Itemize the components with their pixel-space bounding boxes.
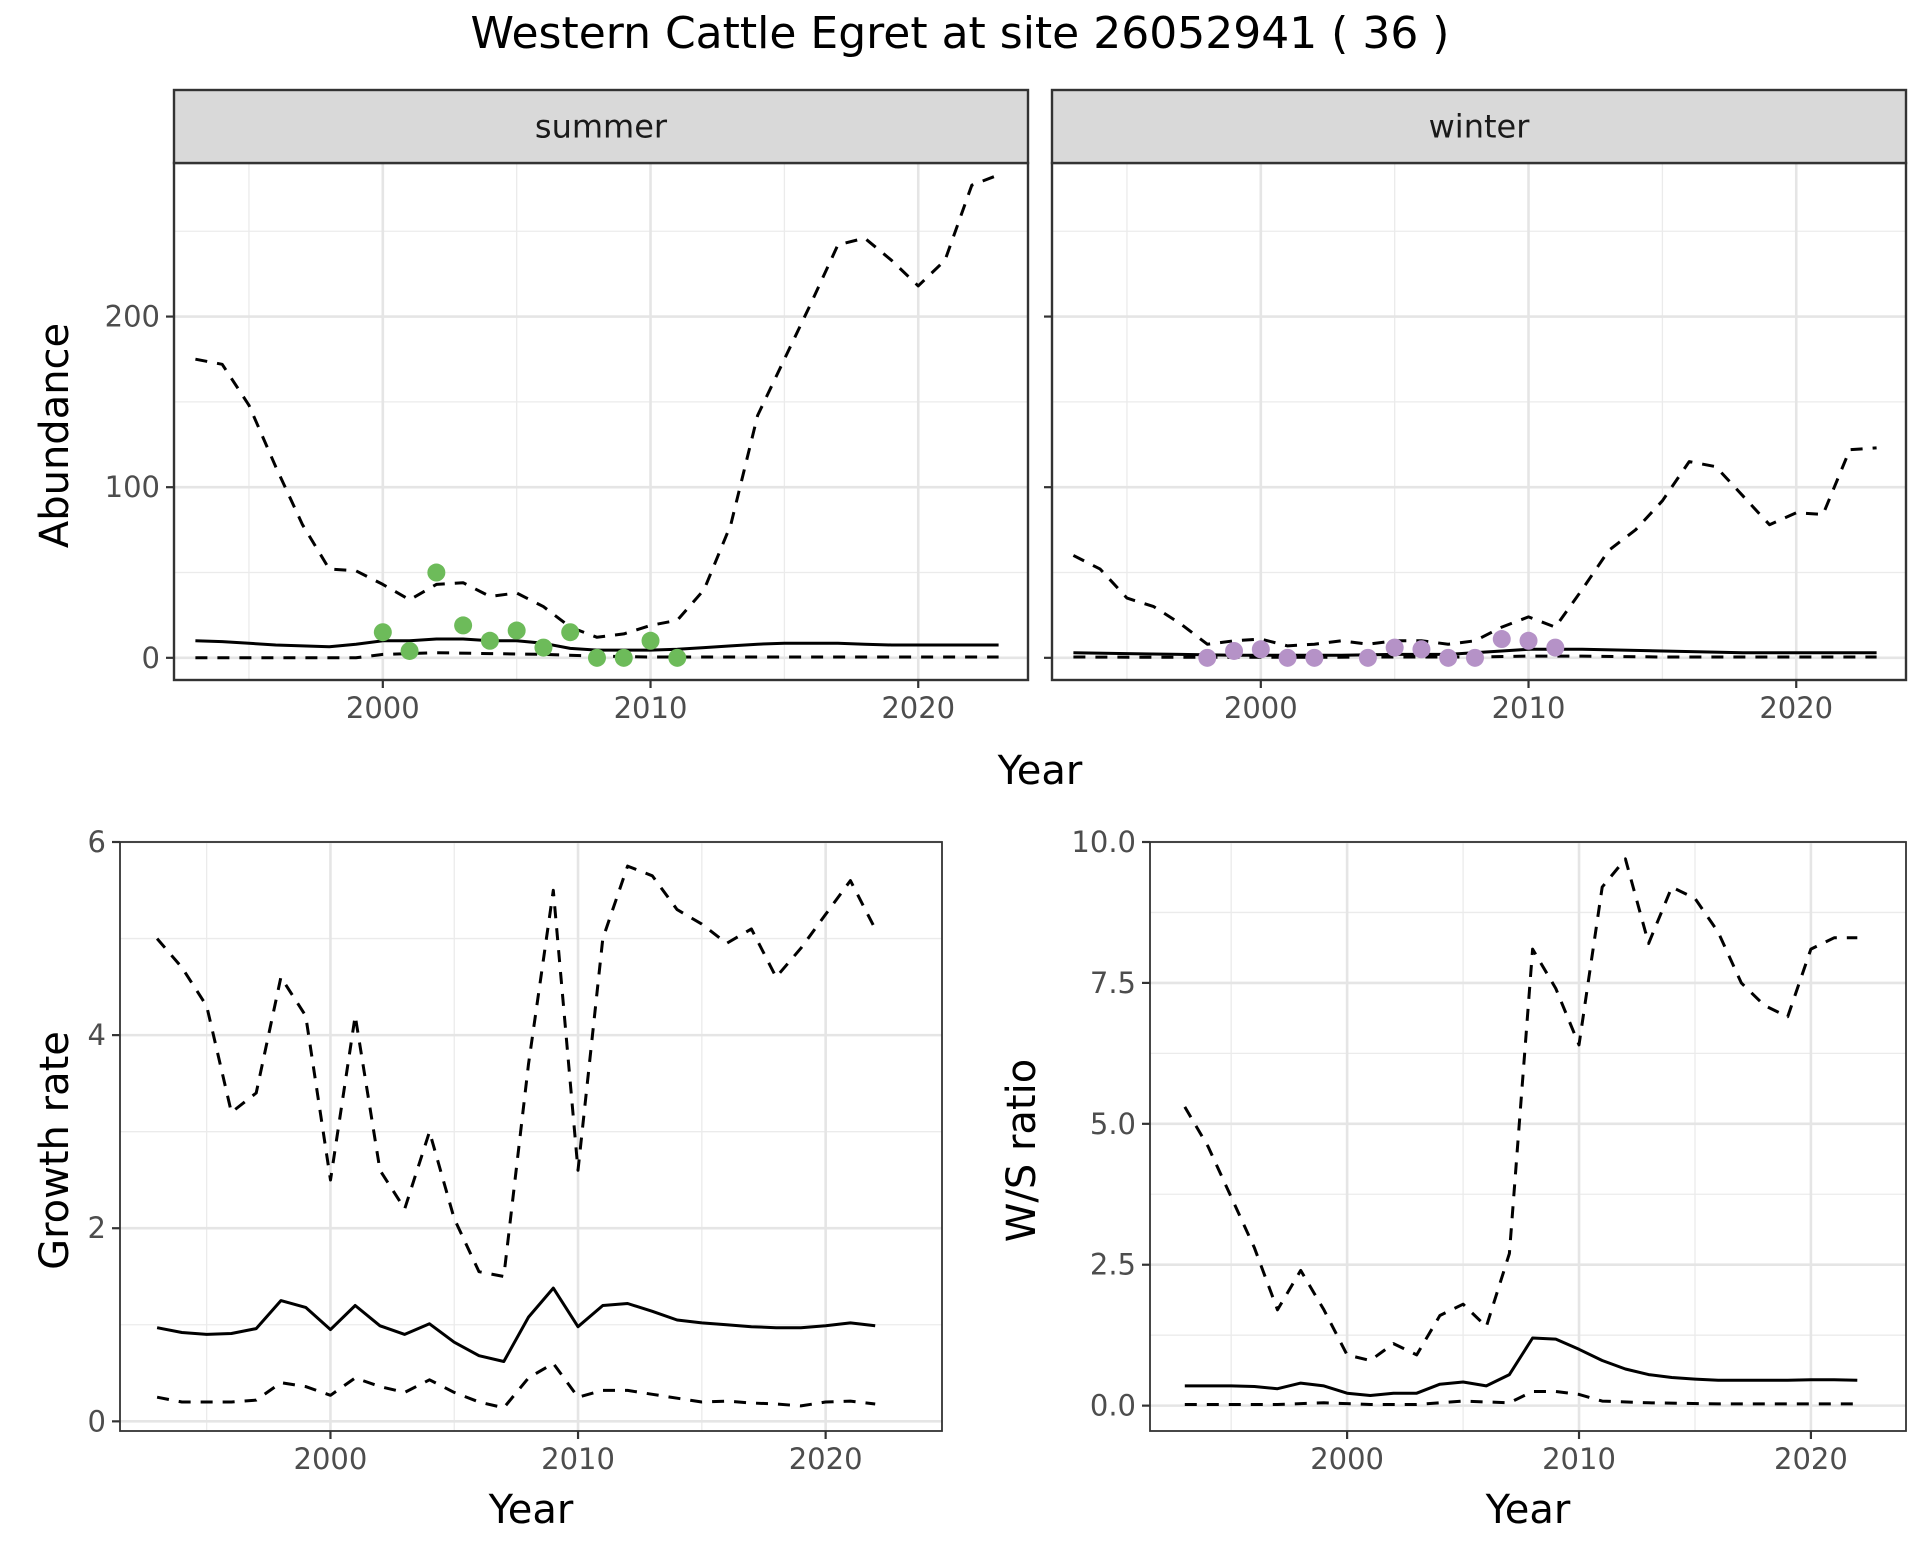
data-point [561, 623, 580, 642]
y-tick-label: 100 [105, 470, 160, 504]
solid-series-line-1 [195, 637, 999, 652]
data-point [400, 641, 419, 660]
x-axis-title-top: Year [997, 748, 1083, 794]
x-tick-label: 2020 [789, 1442, 863, 1476]
dashed-series-line-0 [195, 173, 1000, 639]
y-tick-label: 6 [88, 825, 106, 859]
y-tick-label: 10.0 [1071, 825, 1136, 859]
data-point [1358, 648, 1377, 667]
dashed-series-line-2 [1184, 1390, 1858, 1406]
x-tick-label: 2010 [614, 691, 688, 725]
data-point [480, 631, 499, 650]
x-tick-label: 2010 [541, 1442, 615, 1476]
figure-title: Western Cattle Egret at site 26052941 ( … [470, 8, 1450, 59]
y-axis-title: Abundance [32, 323, 78, 548]
data-point [1225, 641, 1244, 660]
x-tick-label: 2000 [1224, 691, 1298, 725]
data-point [507, 621, 526, 640]
x-axis-title: Year [1485, 1487, 1571, 1533]
x-tick-label: 2020 [1759, 691, 1833, 725]
facet-strip [172, 88, 1030, 165]
facet-strip-label: summer [535, 108, 668, 146]
y-tick-label: 4 [88, 1018, 106, 1052]
data-point [614, 648, 633, 667]
data-point [1198, 648, 1217, 667]
x-tick-label: 2010 [1542, 1442, 1616, 1476]
panel-abundance-summer: summer 2000 2010 2020 0 100 200 Abundance [32, 88, 1030, 725]
x-axis-title: Year [488, 1487, 574, 1533]
solid-series-line-1 [1184, 1336, 1858, 1397]
y-tick-label: 2 [88, 1211, 106, 1245]
data-point [668, 648, 687, 667]
data-point [1278, 648, 1297, 667]
y-tick-label: 7.5 [1090, 966, 1136, 1000]
x-tick-label: 2000 [346, 691, 420, 725]
data-point [1251, 640, 1270, 659]
solid-series-line-1 [156, 1286, 876, 1363]
y-tick-label: 200 [105, 300, 160, 334]
data-point [1385, 638, 1404, 657]
panel-abundance-winter: winter 2000 2010 2020 [1044, 88, 1908, 725]
data-point [641, 631, 660, 650]
data-point [1546, 638, 1565, 657]
y-tick-label: 0 [142, 641, 160, 675]
panel-border [119, 841, 943, 1432]
x-tick-label: 2020 [881, 691, 955, 725]
facet-strip-label: winter [1429, 108, 1531, 146]
y-tick-label: 2.5 [1090, 1248, 1136, 1282]
y-axis-title: Growth rate [32, 1031, 78, 1270]
dashed-series-line-0 [1072, 446, 1877, 648]
dashed-series-line-0 [155, 864, 877, 1278]
y-axis-title: W/S ratio [999, 1059, 1045, 1242]
y-tick-label: 5.0 [1090, 1107, 1136, 1141]
data-point [1492, 630, 1511, 649]
x-tick-label: 2000 [294, 1442, 368, 1476]
dashed-series-line-2 [195, 651, 999, 660]
data-point [1465, 648, 1484, 667]
data-point [587, 648, 606, 667]
x-tick-label: 2020 [1774, 1442, 1848, 1476]
data-point [1305, 648, 1324, 667]
data-point [1412, 640, 1431, 659]
panel-border [172, 161, 1030, 682]
dashed-series-line-0 [1183, 857, 1858, 1362]
panel-growth-rate: 2000 2010 2020 0 2 4 6 Year Growth rate [32, 825, 943, 1533]
y-tick-label: 0.0 [1090, 1389, 1136, 1423]
dashed-series-line-2 [156, 1361, 876, 1410]
data-point [1519, 631, 1538, 650]
data-point [373, 623, 392, 642]
panel-border [1149, 841, 1907, 1432]
facet-strip [1050, 88, 1908, 165]
y-tick-label: 0 [88, 1404, 106, 1438]
data-point [1439, 648, 1458, 667]
x-tick-label: 2010 [1492, 691, 1566, 725]
data-point [454, 616, 473, 635]
data-point [534, 638, 553, 657]
data-point [427, 563, 446, 582]
x-tick-label: 2000 [1310, 1442, 1384, 1476]
panel-border [1050, 161, 1908, 682]
panel-ws-ratio: 2000 2010 2020 0.0 2.5 5.0 7.5 10.0 Year W/S rati… [999, 825, 1907, 1533]
